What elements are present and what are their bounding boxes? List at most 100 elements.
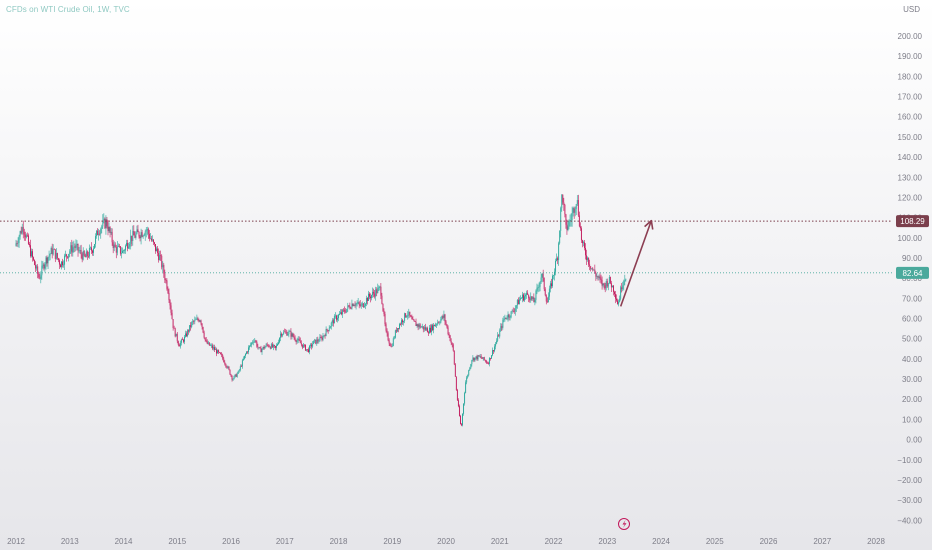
candle-body xyxy=(388,340,390,344)
candle-body xyxy=(533,297,535,303)
candle-body xyxy=(331,320,333,323)
candle-body xyxy=(92,250,93,253)
candle-body xyxy=(543,277,545,290)
candle-body xyxy=(78,250,80,252)
candle-body xyxy=(148,233,150,239)
candle-body xyxy=(112,242,114,248)
candle-body xyxy=(565,214,567,225)
y-tick-label: −30.00 xyxy=(897,496,922,505)
y-tick-label: 120.00 xyxy=(898,193,923,202)
candle-body xyxy=(549,283,551,289)
candle-body xyxy=(496,340,498,344)
candle-body xyxy=(311,344,313,347)
candle-body xyxy=(577,200,579,216)
candle-body xyxy=(299,340,301,344)
candle-body xyxy=(481,357,483,359)
candle-body xyxy=(462,413,463,426)
candle-body xyxy=(81,254,83,260)
candle-body xyxy=(362,303,364,308)
candle-body xyxy=(463,403,465,414)
candle-body xyxy=(332,320,334,324)
candle-body xyxy=(329,326,331,329)
arrow-head[interactable] xyxy=(644,219,654,230)
candle-body xyxy=(192,321,194,323)
current-price-label: 82.64 xyxy=(902,269,923,278)
candle-body xyxy=(495,343,497,347)
candle-body xyxy=(283,331,285,335)
candle-body xyxy=(297,338,299,341)
candle-body xyxy=(598,276,600,278)
candle-body xyxy=(386,330,388,334)
candle-body xyxy=(477,355,479,360)
candle-body xyxy=(464,393,466,404)
candle-body xyxy=(80,250,82,255)
candle-body xyxy=(231,375,233,380)
candle-body xyxy=(417,324,419,327)
candle-body xyxy=(376,289,378,294)
y-tick-label: 20.00 xyxy=(902,395,923,404)
candle-body xyxy=(601,279,603,286)
candle-body xyxy=(361,303,363,305)
candle-body xyxy=(191,322,193,328)
lightning-icon[interactable] xyxy=(618,518,630,530)
candle-body xyxy=(175,333,177,337)
candle-body xyxy=(393,337,395,339)
candle-body xyxy=(583,242,584,244)
candle-body xyxy=(303,344,305,346)
candle-body xyxy=(141,232,143,237)
candle-body xyxy=(137,229,139,232)
candle-body xyxy=(416,324,418,327)
candle-body xyxy=(553,275,554,276)
x-tick-label: 2023 xyxy=(598,537,616,546)
candle-body xyxy=(584,242,585,249)
candle-body xyxy=(278,342,279,345)
candle-body xyxy=(348,305,350,307)
candle-body xyxy=(622,285,624,290)
candle-body xyxy=(103,218,105,221)
candle-body xyxy=(576,200,578,205)
candle-body xyxy=(476,356,478,360)
candle-body xyxy=(608,277,610,283)
x-tick-label: 2021 xyxy=(491,537,509,546)
candle-body xyxy=(262,346,264,350)
candle-body xyxy=(323,335,325,337)
candle-body xyxy=(316,339,318,344)
arrow-shaft[interactable] xyxy=(619,220,653,307)
candle-body xyxy=(88,248,90,257)
candle-body xyxy=(499,330,501,337)
candle-body xyxy=(335,315,337,320)
candle-body xyxy=(423,327,425,330)
candle-body xyxy=(383,310,385,314)
candle-body xyxy=(497,335,499,341)
candle-body xyxy=(352,303,354,306)
candle-body xyxy=(378,286,380,288)
y-tick-label: 0.00 xyxy=(906,436,922,445)
candle-body xyxy=(248,347,250,353)
candle-body xyxy=(68,253,70,258)
candle-body xyxy=(284,331,286,333)
x-tick-label: 2019 xyxy=(383,537,401,546)
x-tick-label: 2027 xyxy=(813,537,831,546)
candle-body xyxy=(564,204,566,215)
candle-body xyxy=(205,339,207,342)
candle-body xyxy=(349,306,351,309)
candle-body xyxy=(251,342,253,345)
candle-body xyxy=(172,318,174,328)
candle-body xyxy=(623,281,625,286)
candle-body xyxy=(261,349,263,353)
candle-body xyxy=(109,227,111,233)
candle-body xyxy=(83,251,85,256)
candle-body xyxy=(445,321,447,325)
x-tick-label: 2028 xyxy=(867,537,885,546)
candle-body xyxy=(385,324,387,331)
candle-body xyxy=(599,276,601,279)
candle-body xyxy=(221,354,223,356)
candle-body xyxy=(534,299,536,303)
candle-body xyxy=(625,279,627,281)
candle-body xyxy=(20,231,22,234)
candle-body xyxy=(52,249,54,255)
candle-body xyxy=(142,235,144,237)
candle-body xyxy=(538,286,540,288)
candle-body xyxy=(206,341,208,344)
